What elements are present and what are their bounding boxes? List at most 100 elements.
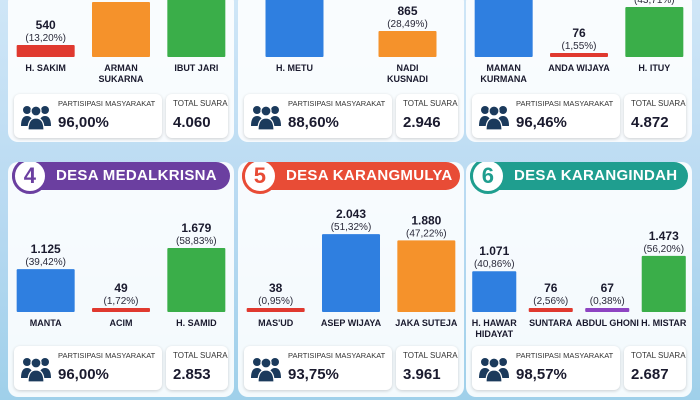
bar-percent-3: (56,20%) bbox=[643, 244, 684, 255]
category-label-1: KUSNADI bbox=[387, 74, 428, 84]
bar-0 bbox=[265, 0, 324, 57]
category-label-1: NADI bbox=[397, 63, 419, 73]
bar-value-2: 67 bbox=[601, 281, 615, 295]
bar-2 bbox=[397, 240, 456, 312]
village-title: DESA KARANGMULYA bbox=[286, 167, 453, 184]
total-votes-value: 4.872 bbox=[631, 114, 669, 131]
people-icon bbox=[251, 105, 281, 130]
bar-percent-2: (58,83%) bbox=[176, 236, 217, 247]
total-votes-label: TOTAL SUARA bbox=[631, 351, 686, 360]
total-votes-value: 4.060 bbox=[173, 114, 211, 131]
bar-2 bbox=[167, 248, 226, 312]
category-label-1: SUKARNA bbox=[99, 74, 145, 84]
total-votes-card: TOTAL SUARA 2.687 bbox=[624, 346, 686, 390]
category-label-1: ARMAN bbox=[104, 63, 138, 73]
bar-percent-1: (38,79%) bbox=[101, 0, 142, 1]
bar-value-0: 540 bbox=[36, 18, 56, 32]
village-header: 4 DESA MEDALKRISNA bbox=[12, 162, 230, 194]
village-number: 5 bbox=[242, 162, 278, 194]
category-label-2: JAKA SUTEJA bbox=[395, 318, 458, 328]
category-label-0: KURMANA bbox=[480, 74, 527, 84]
bar-chart: (39,42%)1.125 MANTA (1,72%)49 ACIM (58,83%)1… bbox=[16, 221, 226, 328]
bar-percent-0: (40,86%) bbox=[474, 259, 515, 270]
participation-card: PARTISIPASI MASYARAKAT 93,75% bbox=[244, 346, 392, 390]
village-number: 4 bbox=[12, 162, 48, 194]
village-panel-5: 5 DESA KARANGMULYA (0,95%) 38 MAS'UD (51,32… bbox=[238, 162, 464, 397]
bar-value-0: 1.125 bbox=[31, 242, 61, 256]
village-title: DESA KARANGINDAH bbox=[514, 167, 678, 184]
participation-value: 96,00% bbox=[58, 366, 109, 383]
village-panel-3: MAMAN KURMANA (1,55%) 76 ANDA WIJAYA (43,71%)… bbox=[466, 0, 692, 142]
bar-value-1: 76 bbox=[544, 281, 558, 295]
bar-percent-2: (47,22%) bbox=[406, 228, 447, 239]
total-votes-card: TOTAL SUARA 4.060 bbox=[166, 94, 228, 138]
total-votes-label: TOTAL SUARA bbox=[173, 351, 228, 360]
total-votes-label: TOTAL SUARA bbox=[403, 351, 458, 360]
people-icon bbox=[479, 357, 509, 382]
bar-2 bbox=[585, 308, 630, 312]
total-votes-value: 3.961 bbox=[403, 366, 441, 383]
bar-1 bbox=[378, 31, 437, 57]
bar-value-0: 1.071 bbox=[479, 244, 509, 258]
category-label-0: H. HAWAR bbox=[472, 318, 518, 328]
participation-card: PARTISIPASI MASYARAKAT 96,46% bbox=[472, 94, 620, 138]
category-label-1: ANDA WIJAYA bbox=[548, 63, 610, 73]
total-votes-label: TOTAL SUARA bbox=[631, 99, 686, 108]
bar-value-1: 49 bbox=[114, 281, 128, 295]
bar-2 bbox=[167, 0, 226, 57]
total-votes-label: TOTAL SUARA bbox=[403, 99, 458, 108]
bar-chart: (0,95%)38 MAS'UD (51,32%)2.043 ASEP WIJAYA (… bbox=[246, 207, 458, 328]
bar-value-0: 38 bbox=[269, 281, 283, 295]
participation-value: 96,46% bbox=[516, 114, 567, 131]
bar-percent-1: (1,72%) bbox=[103, 296, 138, 307]
category-label-0: MANTA bbox=[30, 318, 62, 328]
participation-card: PARTISIPASI MASYARAKAT 98,57% bbox=[472, 346, 620, 390]
participation-label: PARTISIPASI MASYARAKAT bbox=[516, 351, 614, 360]
bar-3 bbox=[641, 255, 686, 312]
participation-value: 98,57% bbox=[516, 366, 567, 383]
bar-value-1: 865 bbox=[397, 4, 417, 18]
bar-value-2: 1.679 bbox=[181, 221, 211, 235]
bar-percent-0: (13,20%) bbox=[25, 33, 66, 44]
bar-0 bbox=[16, 45, 75, 57]
bar-percent-0: (0,95%) bbox=[258, 296, 293, 307]
bar-1 bbox=[528, 308, 573, 312]
bar-2 bbox=[625, 7, 684, 57]
bar-percent-1: (2,56%) bbox=[533, 296, 568, 307]
bar-percent-2: (0,38%) bbox=[590, 296, 625, 307]
bar-percent-1: (28,49%) bbox=[387, 19, 428, 30]
village-header: 6 DESA KARANGINDAH bbox=[470, 162, 688, 194]
bar-0 bbox=[472, 271, 517, 312]
village-panel-4: 4 DESA MEDALKRISNA (39,42%) 1.125 MANTA (1,… bbox=[8, 162, 234, 397]
bar-1 bbox=[92, 2, 150, 57]
people-icon bbox=[21, 357, 51, 382]
bar-percent-0: (39,42%) bbox=[25, 257, 66, 268]
total-votes-card: TOTAL SUARA 2.853 bbox=[166, 346, 228, 390]
participation-value: 96,00% bbox=[58, 114, 109, 131]
bar-percent-1: (51,32%) bbox=[331, 222, 372, 233]
category-label-2: H. SAMID bbox=[176, 318, 217, 328]
bar-value-2: 1.880 bbox=[411, 213, 441, 227]
total-votes-card: TOTAL SUARA 2.946 bbox=[396, 94, 458, 138]
participation-card: PARTISIPASI MASYARAKAT 96,00% bbox=[14, 346, 162, 390]
category-label-2: H. ITUY bbox=[638, 63, 670, 73]
bar-1 bbox=[92, 308, 150, 312]
bar-1 bbox=[550, 53, 608, 57]
participation-card: PARTISIPASI MASYARAKAT 88,60% bbox=[244, 94, 392, 138]
people-icon bbox=[251, 357, 281, 382]
category-label-1: ASEP WIJAYA bbox=[321, 318, 382, 328]
total-votes-card: TOTAL SUARA 3.961 bbox=[396, 346, 458, 390]
bar-percent-1: (1,55%) bbox=[561, 41, 596, 52]
participation-label: PARTISIPASI MASYARAKAT bbox=[288, 99, 386, 108]
category-label-2: ABDUL GHONI bbox=[576, 318, 639, 328]
category-label-0: H. METU bbox=[276, 63, 313, 73]
participation-value: 88,60% bbox=[288, 114, 339, 131]
bar-0 bbox=[246, 308, 305, 312]
village-header: 5 DESA KARANGMULYA bbox=[242, 162, 460, 194]
bar-0 bbox=[474, 0, 533, 57]
